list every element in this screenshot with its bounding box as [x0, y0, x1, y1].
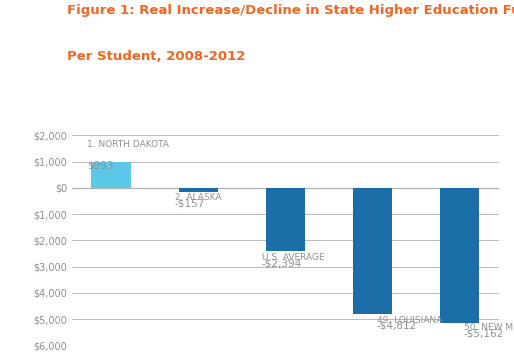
- Text: Per Student, 2008-2012: Per Student, 2008-2012: [67, 50, 245, 63]
- Text: -$157: -$157: [175, 198, 205, 208]
- Bar: [178, 188, 218, 192]
- Bar: [440, 188, 479, 323]
- Text: 2. ALASKA: 2. ALASKA: [175, 193, 221, 201]
- Text: -$5,162: -$5,162: [464, 329, 504, 339]
- Text: 49. LOUISIANA: 49. LOUISIANA: [377, 316, 442, 325]
- Text: -$2,394: -$2,394: [262, 258, 302, 268]
- Text: U.S. AVERAGE: U.S. AVERAGE: [262, 253, 324, 262]
- Text: -$4,812: -$4,812: [377, 321, 417, 331]
- Bar: [353, 188, 392, 314]
- Text: 1. NORTH DAKOTA: 1. NORTH DAKOTA: [87, 140, 169, 149]
- Text: $993: $993: [87, 161, 114, 171]
- Bar: [91, 162, 131, 188]
- Text: Figure 1: Real Increase/Decline in State Higher Education Funding: Figure 1: Real Increase/Decline in State…: [67, 4, 514, 17]
- Text: 50. NEW MEXICO: 50. NEW MEXICO: [464, 323, 514, 332]
- Bar: [266, 188, 305, 251]
